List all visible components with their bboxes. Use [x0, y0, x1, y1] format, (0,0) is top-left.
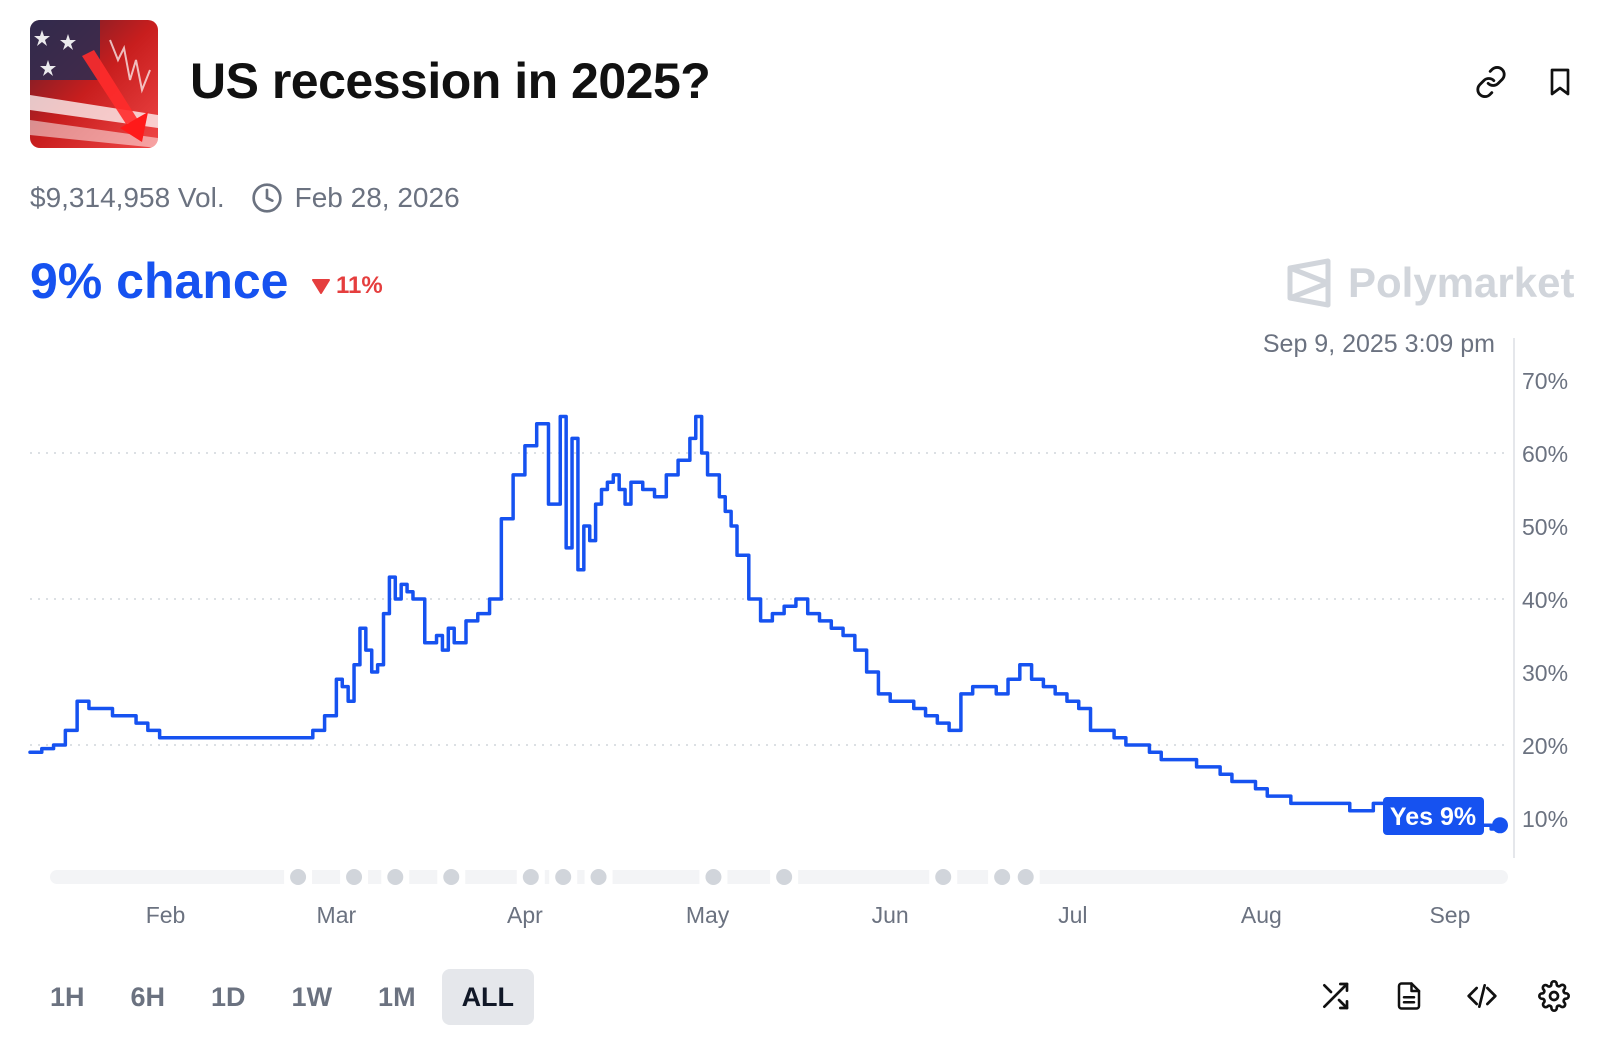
y-tick-label: 50% [1522, 514, 1568, 540]
x-tick-label: Apr [507, 902, 543, 928]
shuffle-button[interactable] [1315, 976, 1355, 1016]
market-title: US recession in 2025? [190, 53, 711, 109]
event-marker[interactable] [935, 869, 952, 885]
series-end-dot [1492, 817, 1508, 834]
event-marker[interactable] [387, 869, 404, 885]
brand-watermark: Polymarket [1286, 258, 1574, 308]
volume-label: $9,314,958 Vol. [30, 182, 225, 213]
end-label-badge [1383, 797, 1484, 835]
shuffle-icon [1323, 982, 1349, 1010]
range-tab-1d[interactable]: 1D [211, 981, 246, 1012]
change-value: 11% [336, 272, 383, 299]
y-tick-label: 70% [1522, 368, 1568, 394]
bookmark-icon [1550, 68, 1570, 96]
market-meta: $9,314,958 Vol. Feb 28, 2026 [30, 182, 460, 214]
x-axis: Feb Mar Apr May Jun Jul Aug Sep [146, 902, 1471, 928]
y-tick-label: 30% [1522, 660, 1568, 686]
chance-value: 9% chance [30, 253, 289, 309]
x-tick-label: Sep [1429, 902, 1470, 928]
end-date: Feb 28, 2026 [294, 182, 460, 213]
market-thumbnail [30, 20, 158, 148]
chart-gridlines [30, 452, 1505, 746]
event-marker[interactable] [346, 869, 363, 885]
x-tick-label: Jun [872, 902, 909, 928]
chart-timestamp: Sep 9, 2025 3:09 pm [1262, 330, 1495, 358]
document-icon [1397, 982, 1421, 1010]
copy-link-button[interactable] [1471, 62, 1511, 102]
event-marker[interactable] [590, 869, 607, 885]
triangle-down-icon [312, 279, 330, 294]
series-line-yes [28, 414, 1502, 831]
event-marker[interactable] [1017, 869, 1034, 885]
y-axis: 10% 20% 30% 40% 50% 60% 70% [1522, 368, 1568, 832]
x-tick-label: Aug [1241, 902, 1282, 928]
change-indicator: 11% [312, 272, 383, 300]
event-marker[interactable] [522, 869, 539, 885]
event-marker[interactable] [994, 869, 1011, 885]
polymarket-logo-icon [1287, 258, 1331, 308]
event-marker[interactable] [290, 869, 307, 885]
code-icon [1467, 984, 1497, 1008]
y-tick-label: 10% [1522, 806, 1568, 832]
embed-button[interactable] [1462, 976, 1502, 1016]
price-chart[interactable]: 10% 20% 30% 40% 50% 60% 70% Feb Mar Apr May Jun Jul… [0, 0, 1622, 940]
bookmark-button[interactable] [1540, 62, 1580, 102]
y-tick-label: 20% [1522, 733, 1568, 759]
range-tab-all[interactable]: ALL [441, 969, 535, 1025]
series-end-label: Yes 9% [1383, 797, 1508, 835]
x-tick-label: Mar [317, 902, 357, 928]
x-tick-label: May [686, 902, 730, 928]
rules-button[interactable] [1389, 976, 1429, 1016]
event-marker[interactable] [705, 869, 722, 885]
end-label-text: Yes 9% [1390, 803, 1476, 831]
y-tick-label: 60% [1522, 441, 1568, 467]
x-tick-label: Feb [146, 902, 186, 928]
event-marker[interactable] [443, 869, 460, 885]
link-icon [1476, 66, 1506, 98]
clock-icon [251, 182, 283, 214]
range-tab-1m[interactable]: 1M [378, 981, 416, 1012]
event-marker[interactable] [776, 869, 793, 885]
event-marker[interactable] [555, 869, 572, 885]
range-tab-1h[interactable]: 1H [50, 981, 85, 1012]
x-tick-label: Jul [1058, 902, 1087, 928]
event-markers [284, 869, 1040, 885]
settings-button[interactable] [1534, 976, 1574, 1016]
time-range-selector: 1H 6H 1D 1W 1M ALL [30, 969, 540, 1025]
brand-name: Polymarket [1348, 259, 1575, 306]
range-tab-6h[interactable]: 6H [130, 981, 166, 1012]
gear-icon [1538, 980, 1570, 1012]
y-tick-label: 40% [1522, 587, 1568, 613]
range-tab-1w[interactable]: 1W [291, 981, 333, 1012]
